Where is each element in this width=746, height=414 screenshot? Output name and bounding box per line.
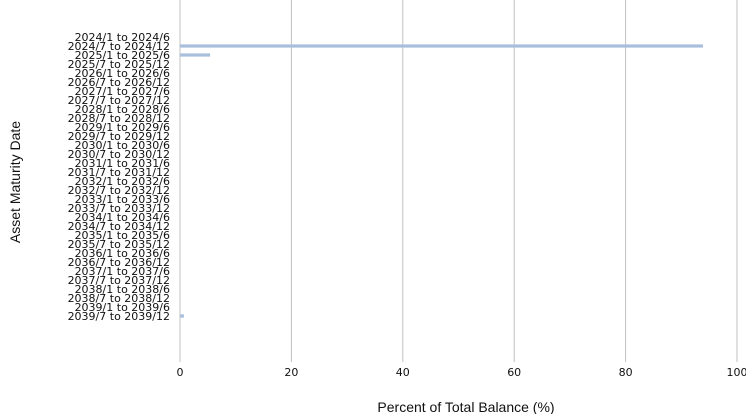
x-tick-label-4: 80 xyxy=(619,366,633,379)
gridlines xyxy=(179,0,738,362)
y-tick-label-11: 2029/7 to 2029/12 xyxy=(68,130,170,143)
y-tick-label-4: 2026/1 to 2026/6 xyxy=(75,67,170,80)
y-tick-label-18: 2033/1 to 2033/6 xyxy=(75,193,170,206)
y-tick-label-29: 2038/7 to 2038/12 xyxy=(68,292,170,305)
y-tick-label-25: 2036/7 to 2036/12 xyxy=(68,256,170,269)
y-tick-label-8: 2028/1 to 2028/6 xyxy=(75,103,170,116)
bar-1 xyxy=(180,44,704,48)
y-tick-label-23: 2035/7 to 2035/12 xyxy=(68,238,170,251)
bar-2 xyxy=(180,53,211,57)
x-tick-label-1: 20 xyxy=(284,366,298,379)
y-tick-label-21: 2034/7 to 2034/12 xyxy=(68,220,170,233)
y-tick-label-28: 2038/1 to 2038/6 xyxy=(75,283,170,296)
y-tick-label-3: 2025/7 to 2025/12 xyxy=(68,58,170,71)
y-tick-label-13: 2030/7 to 2030/12 xyxy=(68,148,170,161)
y-tick-label-31: 2039/7 to 2039/12 xyxy=(68,310,170,323)
y-tick-label-14: 2031/1 to 2031/6 xyxy=(75,157,170,170)
y-tick-label-0: 2024/1 to 2024/6 xyxy=(75,31,170,44)
y-tick-label-5: 2026/7 to 2026/12 xyxy=(68,76,170,89)
y-tick-label-24: 2036/1 to 2036/6 xyxy=(75,247,170,260)
y-tick-label-19: 2033/7 to 2033/12 xyxy=(68,202,170,215)
x-axis-title: Percent of Total Balance (%) xyxy=(377,399,554,414)
y-tick-label-17: 2032/7 to 2032/12 xyxy=(68,184,170,197)
y-tick-label-15: 2031/7 to 2031/12 xyxy=(68,166,170,179)
x-tick-label-0: 0 xyxy=(177,366,184,379)
y-tick-label-30: 2039/1 to 2039/6 xyxy=(75,301,170,314)
y-tick-label-26: 2037/1 to 2037/6 xyxy=(75,265,170,278)
x-tick-label-5: 100 xyxy=(727,366,746,379)
y-tick-label-10: 2029/1 to 2029/6 xyxy=(75,121,170,134)
bar-31 xyxy=(180,314,184,318)
y-tick-label-22: 2035/1 to 2035/6 xyxy=(75,229,170,242)
y-tick-label-1: 2024/7 to 2024/12 xyxy=(68,40,170,53)
y-tick-label-27: 2037/7 to 2037/12 xyxy=(68,274,170,287)
x-tick-labels: 0 20 40 60 80 100 xyxy=(177,366,746,379)
y-tick-label-9: 2028/7 to 2028/12 xyxy=(68,112,170,125)
y-tick-label-7: 2027/7 to 2027/12 xyxy=(68,94,170,107)
y-tick-label-16: 2032/1 to 2032/6 xyxy=(75,175,170,188)
x-tick-label-3: 60 xyxy=(507,366,521,379)
x-tick-label-2: 40 xyxy=(396,366,410,379)
y-tick-label-2: 2025/1 to 2025/6 xyxy=(75,49,170,62)
y-tick-label-12: 2030/1 to 2030/6 xyxy=(75,139,170,152)
y-tick-label-6: 2027/1 to 2027/6 xyxy=(75,85,170,98)
bars xyxy=(180,44,704,318)
y-axis-title: Asset Maturity Date xyxy=(7,121,23,243)
y-tick-label-20: 2034/1 to 2034/6 xyxy=(75,211,170,224)
